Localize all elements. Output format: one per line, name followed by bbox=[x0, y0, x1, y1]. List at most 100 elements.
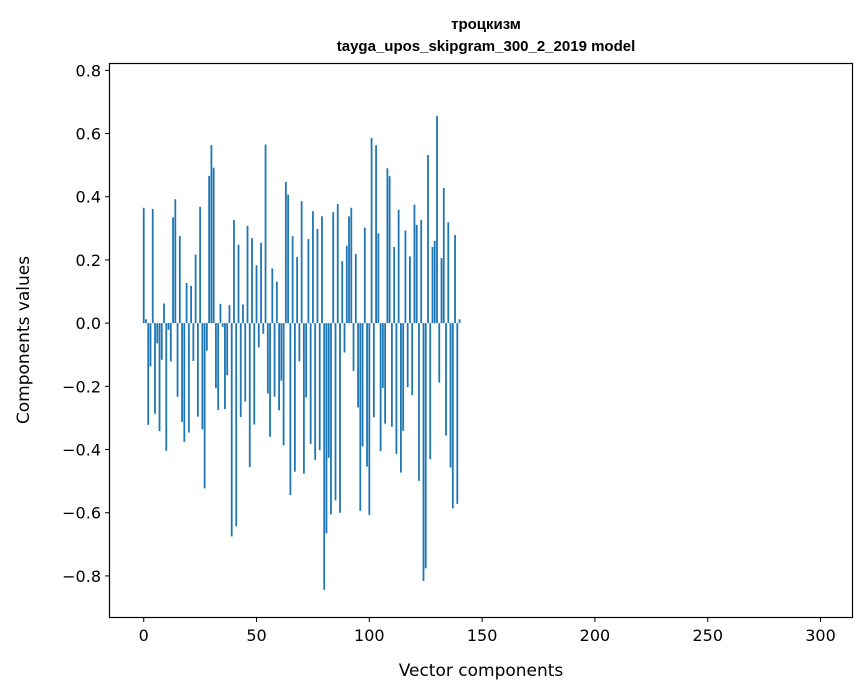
bar bbox=[312, 211, 314, 324]
bar bbox=[151, 209, 154, 324]
bar bbox=[260, 242, 262, 324]
y-tick-label: −0.4 bbox=[62, 441, 101, 460]
bar bbox=[291, 236, 294, 324]
bar bbox=[262, 323, 265, 334]
bar bbox=[289, 323, 292, 496]
bar bbox=[278, 323, 280, 411]
bar bbox=[203, 323, 206, 489]
bar bbox=[169, 323, 172, 362]
bar bbox=[451, 323, 454, 509]
bar bbox=[187, 323, 190, 433]
bar bbox=[305, 323, 308, 398]
bar bbox=[406, 323, 409, 388]
bar bbox=[357, 323, 359, 408]
bar bbox=[221, 323, 224, 327]
bar bbox=[345, 245, 348, 324]
bar bbox=[456, 323, 459, 504]
bar bbox=[379, 323, 382, 452]
bar bbox=[366, 323, 368, 467]
x-tick-label: 50 bbox=[246, 626, 266, 645]
bar bbox=[280, 323, 283, 381]
bar bbox=[447, 222, 450, 324]
x-tick-label: 200 bbox=[580, 626, 611, 645]
bar bbox=[183, 323, 186, 442]
bar bbox=[458, 319, 461, 324]
bar bbox=[230, 323, 233, 537]
bar bbox=[368, 323, 371, 515]
plot-frame bbox=[108, 62, 854, 619]
bar bbox=[330, 323, 332, 515]
chart-title: троцкизм bbox=[451, 16, 521, 33]
bar bbox=[154, 323, 156, 414]
bar bbox=[167, 323, 170, 330]
bar bbox=[190, 285, 192, 324]
bar bbox=[178, 236, 181, 324]
bar bbox=[248, 323, 251, 467]
bar bbox=[397, 209, 400, 324]
y-tick-label: 0.6 bbox=[76, 125, 101, 144]
bar bbox=[327, 323, 330, 458]
bar bbox=[163, 303, 165, 324]
bar bbox=[449, 323, 452, 468]
bar bbox=[237, 244, 240, 324]
bar bbox=[293, 323, 296, 472]
bar bbox=[420, 219, 423, 324]
bar bbox=[404, 230, 407, 324]
bar bbox=[332, 212, 335, 324]
y-tick-label: −0.2 bbox=[62, 377, 101, 396]
bar bbox=[431, 246, 434, 324]
bar bbox=[386, 168, 389, 324]
bar bbox=[300, 201, 303, 324]
bar bbox=[273, 323, 276, 397]
bar bbox=[339, 323, 341, 513]
bar bbox=[176, 323, 179, 397]
bar bbox=[427, 155, 429, 324]
bar bbox=[413, 204, 416, 324]
bar bbox=[321, 216, 323, 324]
bar bbox=[266, 323, 269, 394]
bar bbox=[323, 323, 326, 590]
x-tick-label: 0 bbox=[139, 626, 149, 645]
bar bbox=[149, 323, 152, 367]
bar bbox=[336, 203, 339, 324]
bar bbox=[442, 187, 445, 324]
bar bbox=[438, 323, 441, 383]
bar bbox=[239, 323, 242, 417]
bar bbox=[174, 199, 177, 324]
bar bbox=[316, 228, 319, 324]
y-tick-label: 0.0 bbox=[76, 314, 101, 333]
x-tick-label: 150 bbox=[467, 626, 498, 645]
bar bbox=[251, 238, 253, 324]
y-axis-label: Components values bbox=[14, 256, 34, 424]
bar bbox=[445, 323, 447, 436]
x-axis-ticks: 0 50 100 150 200 250 300 bbox=[139, 617, 836, 645]
bar bbox=[388, 176, 391, 324]
bar bbox=[156, 323, 159, 344]
bar bbox=[372, 323, 375, 418]
bar bbox=[422, 323, 425, 581]
bar bbox=[181, 323, 183, 423]
bar bbox=[411, 323, 414, 396]
bar bbox=[381, 323, 384, 388]
bar bbox=[185, 282, 188, 324]
bar bbox=[255, 265, 258, 324]
bar bbox=[402, 323, 405, 431]
x-axis-label: Vector components bbox=[399, 661, 564, 681]
bar bbox=[341, 261, 344, 324]
x-tick-label: 100 bbox=[354, 626, 385, 645]
bar bbox=[454, 234, 456, 324]
bar bbox=[246, 225, 249, 324]
bar bbox=[142, 207, 145, 324]
bar bbox=[298, 323, 301, 362]
x-tick-label: 250 bbox=[692, 626, 723, 645]
bar bbox=[194, 254, 197, 324]
bar bbox=[325, 323, 328, 534]
bar bbox=[217, 323, 220, 411]
bar bbox=[418, 323, 420, 481]
bar bbox=[253, 323, 256, 425]
bar bbox=[348, 216, 350, 324]
bar bbox=[235, 323, 238, 527]
bar bbox=[370, 137, 373, 324]
bar bbox=[199, 206, 202, 324]
bar bbox=[314, 323, 317, 460]
